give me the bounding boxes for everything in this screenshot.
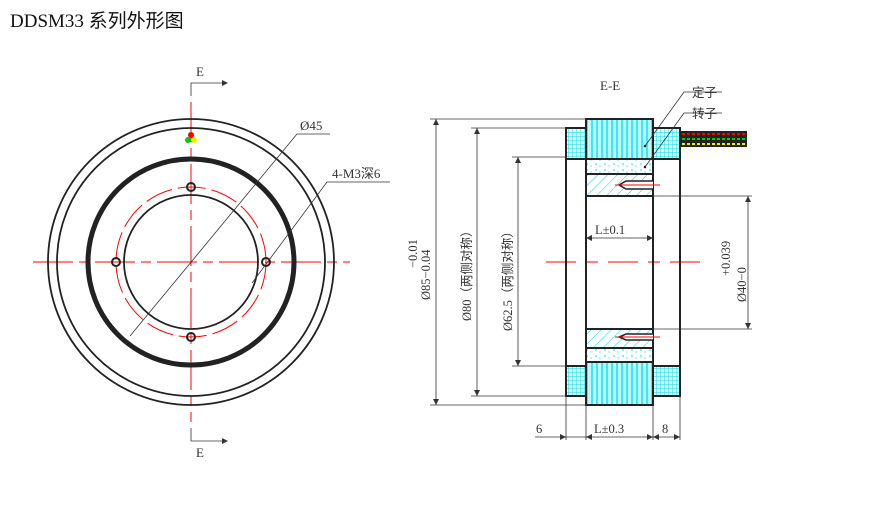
- outer-circle: [47, 118, 335, 406]
- width-left-label: 6: [536, 422, 542, 436]
- section-view: E-E 定子 转子: [406, 78, 752, 440]
- stator-label: 定子: [692, 85, 717, 100]
- dia-40-dimension: [653, 195, 752, 330]
- dia-85-dimension: [430, 118, 586, 406]
- cable: [680, 131, 747, 147]
- rotor-leader: [644, 112, 722, 168]
- drawing-title: DDSM33 系列外形图: [10, 11, 184, 32]
- end-cap-right-bottom: [652, 365, 681, 397]
- end-cap-left-bottom: [565, 365, 587, 397]
- mount-hole: [186, 182, 196, 192]
- wire-dot-red: [188, 132, 194, 138]
- dia-62-5-dimension: [512, 156, 566, 367]
- wire-dot-yellow: [191, 137, 197, 143]
- dia-40-tolerance: +0.039: [719, 241, 733, 276]
- dia-80-dimension: [471, 127, 566, 397]
- dia-62-5-label: Ø62.5（两侧对称）: [501, 225, 515, 331]
- section-mark-bottom: E: [196, 445, 204, 460]
- dia-45-label: Ø45: [300, 118, 322, 133]
- bore-circle: [123, 194, 259, 330]
- rotor-magnet-bottom: [585, 347, 654, 363]
- section-title: E-E: [600, 78, 620, 93]
- dia-85-label: Ø85−0.04: [419, 249, 433, 300]
- length-inner-label: L±0.1: [595, 223, 625, 237]
- section-arrow-bottom: [190, 428, 222, 442]
- front-view: E E Ø45 4-M3深6: [33, 64, 390, 460]
- rotor-magnet-top: [585, 158, 654, 175]
- stator-top: [585, 118, 654, 160]
- dia-45-leader: [129, 133, 330, 337]
- length-outer-dimension: [535, 396, 681, 440]
- stator-leader: [644, 91, 722, 147]
- section-mark-top: E: [196, 64, 204, 79]
- bolt-circle: [115, 186, 267, 338]
- section-arrow-top: [190, 82, 222, 96]
- holes-leader: [251, 181, 390, 284]
- dia-40-label: Ø40−0: [735, 267, 749, 302]
- rotor-label: 转子: [692, 106, 717, 121]
- wire-dot-green: [185, 137, 191, 143]
- mount-hole: [261, 257, 271, 267]
- second-circle: [56, 127, 326, 397]
- length-outer-label: L±0.3: [594, 422, 624, 436]
- stator-bottom: [585, 361, 654, 406]
- width-right-label: 8: [662, 422, 668, 436]
- mount-hole: [111, 257, 121, 267]
- dia-80-label: Ø80（两侧对称）: [460, 224, 474, 321]
- dia-85-tolerance: −0.01: [406, 239, 420, 268]
- end-cap-left-top: [565, 127, 587, 160]
- end-cap-right-top: [652, 127, 681, 160]
- mount-hole: [186, 332, 196, 342]
- holes-note: 4-M3深6: [332, 166, 381, 181]
- thick-ring: [85, 156, 297, 368]
